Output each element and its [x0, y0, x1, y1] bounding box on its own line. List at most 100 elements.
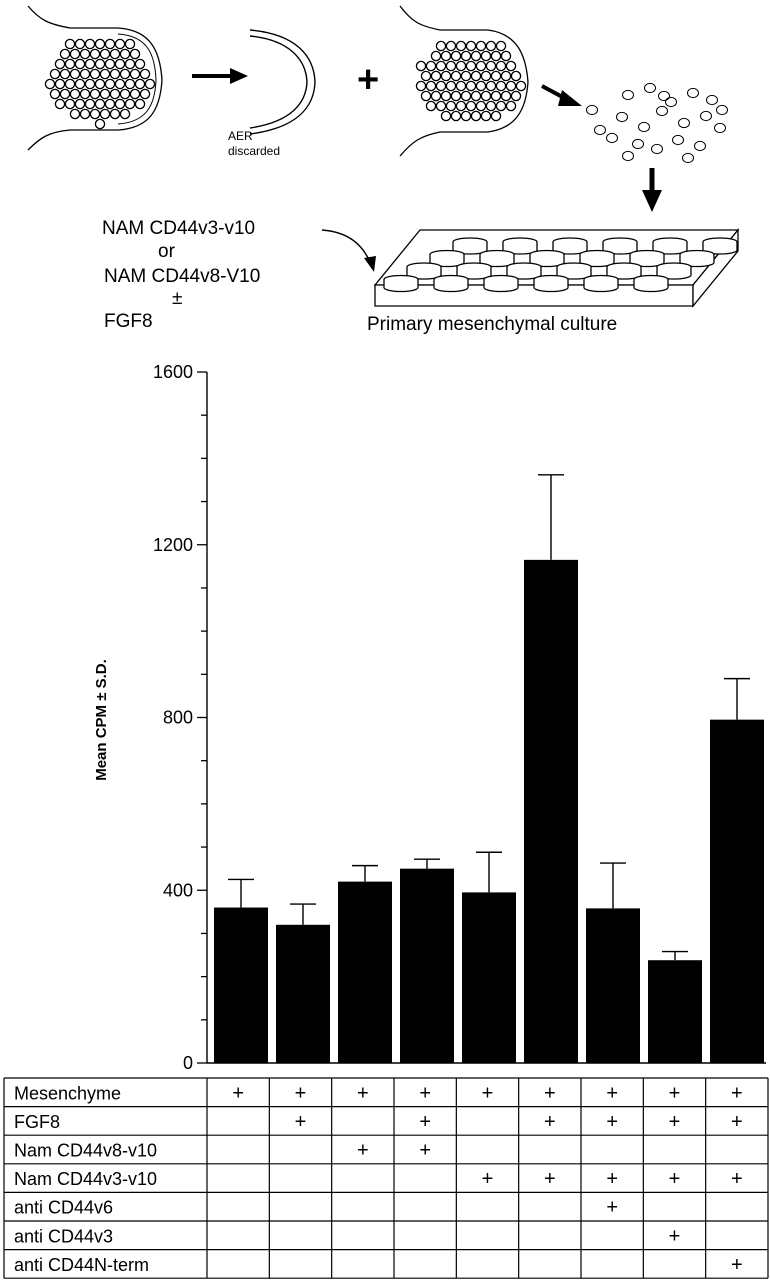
cell-circle	[139, 68, 151, 80]
cell-circle	[450, 70, 462, 82]
cell-circle	[440, 90, 452, 102]
cell-circle	[64, 38, 76, 50]
y-tick-label: 1600	[153, 362, 193, 382]
cell-circle	[455, 60, 467, 72]
aer-drawing	[249, 29, 316, 135]
plate-well-wall	[533, 279, 569, 293]
cell-circle	[470, 110, 482, 122]
cell-circle	[470, 70, 482, 82]
limb-bud-right-drawing	[399, 5, 529, 157]
cell-circle	[124, 38, 136, 50]
cell-circle	[460, 50, 472, 62]
cell-circle	[94, 98, 106, 110]
cell-circle	[440, 50, 452, 62]
bars	[207, 559, 766, 1064]
cell-circle	[455, 80, 467, 92]
cell-circle	[658, 90, 670, 102]
cell-circle	[500, 90, 512, 102]
plate-wells	[383, 237, 738, 293]
cell-circle	[435, 80, 447, 92]
table-cell-mark: +	[731, 1168, 743, 1190]
cell-circle	[430, 90, 442, 102]
cell-circle	[104, 78, 116, 90]
cell-circle	[79, 48, 91, 60]
table-cell-mark: +	[669, 1082, 681, 1104]
cell-circle	[114, 78, 126, 90]
cell-circle	[49, 88, 61, 100]
y-tick-label: 1200	[153, 535, 193, 555]
y-axis-label: Mean CPM ± S.D.	[93, 659, 110, 781]
cell-circle	[480, 110, 492, 122]
cell-circle	[450, 90, 462, 102]
table-cell-mark: +	[669, 1168, 681, 1190]
cell-circle	[59, 48, 71, 60]
table-row-label: FGF8	[14, 1112, 60, 1132]
y-tick-label: 400	[163, 880, 193, 900]
curved-arrow-to-plate	[321, 229, 371, 263]
cell-circle	[495, 100, 507, 112]
table-cell-mark: +	[419, 1140, 431, 1162]
limb-bud-cells-right	[415, 40, 527, 122]
cell-circle	[425, 60, 437, 72]
cell-circle	[69, 88, 81, 100]
cell-circle	[420, 70, 432, 82]
cell-circle	[485, 40, 497, 52]
cell-circle	[475, 60, 487, 72]
cell-circle	[79, 108, 91, 120]
cell-circle	[114, 38, 126, 50]
cell-circle	[119, 108, 131, 120]
arrow-to-aer	[192, 68, 248, 84]
table-cell-mark: +	[544, 1111, 556, 1133]
cell-circle	[638, 121, 650, 133]
cell-circle	[465, 80, 477, 92]
cell-circle	[109, 48, 121, 60]
table-cell-mark: +	[606, 1168, 618, 1190]
cell-circle	[651, 143, 663, 155]
cell-circle	[415, 60, 427, 72]
culture-plate-drawing	[373, 228, 740, 308]
plate-well-wall	[383, 279, 419, 293]
cell-circle	[490, 110, 502, 122]
cell-circle	[485, 100, 497, 112]
cell-circle	[475, 40, 487, 52]
cell-circle	[460, 70, 472, 82]
cell-circle	[134, 98, 146, 110]
condition-table: Mesenchyme + + + + + + + + + FGF8 + + + + + + Nam CD44v8-…	[3, 1077, 769, 1279]
cell-circle	[505, 100, 517, 112]
cell-circle	[510, 70, 522, 82]
cell-circle	[694, 140, 706, 152]
table-cell-mark: +	[295, 1082, 307, 1104]
cell-circle	[54, 58, 66, 70]
table-cell-mark: +	[357, 1082, 369, 1104]
cell-circle	[622, 89, 634, 101]
table-row-label: anti CD44v6	[14, 1198, 113, 1218]
table-cell-mark: +	[606, 1111, 618, 1133]
cell-circle	[109, 68, 121, 80]
cell-circle	[616, 111, 628, 123]
cell-circle	[89, 88, 101, 100]
cell-circle	[706, 94, 718, 106]
table-row-label: Mesenchyme	[14, 1083, 121, 1103]
cell-circle	[435, 60, 447, 72]
cell-circle	[114, 58, 126, 70]
cell-circle	[435, 40, 447, 52]
cell-circle	[430, 70, 442, 82]
cell-circle	[109, 108, 121, 120]
cell-circle	[490, 90, 502, 102]
cell-circle	[59, 68, 71, 80]
bar	[586, 908, 640, 1063]
cell-circle	[445, 80, 457, 92]
plus-sign: +	[357, 59, 379, 101]
cell-circle	[465, 100, 477, 112]
cell-circle	[59, 88, 71, 100]
bar	[648, 960, 702, 1063]
plate-well-wall	[483, 279, 519, 293]
cell-circle	[99, 68, 111, 80]
treatment-line5: FGF8	[104, 311, 153, 332]
cell-circle	[124, 98, 136, 110]
cell-circle	[678, 117, 690, 129]
bar	[524, 559, 578, 1063]
table-cell-mark: +	[606, 1082, 618, 1104]
table-row-label: Nam CD44v3-v10	[14, 1169, 157, 1189]
cell-circle	[74, 38, 86, 50]
